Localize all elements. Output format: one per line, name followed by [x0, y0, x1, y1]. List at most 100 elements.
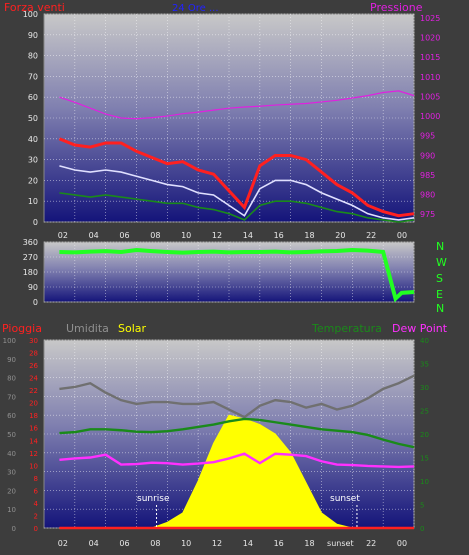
rain-y-tick-label: 14: [29, 437, 38, 445]
rain-y-tick-label: 26: [29, 362, 38, 370]
sunset-label: sunset: [330, 494, 360, 504]
wind-y-tick-label: 80: [28, 52, 38, 61]
humidity-y-tick-label: 100: [3, 337, 16, 345]
rain-y-tick-label: 8: [34, 475, 38, 483]
dewpoint-series: [59, 452, 415, 469]
wind-average-series: [59, 165, 415, 221]
pressure-y-tick-label: 1000: [420, 112, 440, 121]
wind-x-tick-label: 08: [150, 231, 160, 240]
wind-x-tick-label: 18: [304, 231, 314, 240]
pressure-y-tick-label: 1020: [420, 34, 440, 43]
humidity-y-tick-label: 70: [7, 393, 16, 401]
humidity-y-tick-label: 30: [7, 469, 16, 477]
rain-y-tick-label: 28: [29, 350, 38, 358]
direction-y-tick-label: 270: [23, 253, 38, 262]
wind-y-tick-label: 20: [28, 176, 38, 185]
wind-y-tick-label: 30: [28, 156, 38, 165]
temperature-y-tick-label: 10: [420, 478, 429, 486]
climate-x-tick-label: 06: [119, 539, 129, 548]
dewpoint-title: Dew Point: [392, 322, 448, 335]
humidity-y-tick-label: 90: [7, 356, 16, 364]
rain-y-tick-label: 18: [29, 412, 38, 420]
wind-x-tick-label: 14: [243, 231, 253, 240]
rain-y-tick-label: 16: [29, 425, 38, 433]
climate-x-tick-label: 12: [212, 539, 222, 548]
rain-y-tick-label: 12: [29, 450, 38, 458]
temperature-y-tick-label: 25: [420, 408, 429, 416]
pressure-y-tick-label: 1015: [420, 53, 440, 62]
wind-y-tick-label: 60: [28, 93, 38, 102]
direction-y-tick-label: 90: [28, 283, 38, 292]
chart-marks: [58, 90, 415, 530]
rain-y-tick-label: 10: [29, 462, 38, 470]
rain-y-tick-label: 20: [29, 400, 38, 408]
climate-x-tick-label: 14: [243, 539, 253, 548]
humidity-title: Umidita: [66, 322, 109, 335]
temperature-y-tick-label: 0: [420, 525, 424, 533]
rain-y-tick-label: 30: [29, 337, 38, 345]
humidity-y-tick-label: 60: [7, 412, 16, 420]
dir-label-w: W: [436, 256, 447, 269]
wind-x-tick-label: 00: [397, 231, 407, 240]
climate-x-tick-label: 04: [89, 539, 99, 548]
pressure-title: Pressione: [370, 1, 423, 14]
pressure-y-tick-label: 990: [420, 151, 435, 160]
wind-y-tick-label: 50: [28, 114, 38, 123]
humidity-y-tick-label: 20: [7, 487, 16, 495]
wind-x-tick-label: 22: [366, 231, 376, 240]
pressure-series: [59, 90, 415, 120]
climate-x-tick-label: 18: [304, 539, 314, 548]
dir-label-n-top: N: [436, 240, 444, 253]
climate-x-tick-label: 10: [181, 539, 191, 548]
climate-x-tick-label: 02: [58, 539, 68, 548]
wind-title: Forza venti: [4, 1, 65, 14]
pressure-y-tick-label: 1005: [420, 92, 440, 101]
temperature-y-tick-label: 40: [420, 337, 429, 345]
wind-x-tick-label: 12: [212, 231, 222, 240]
solar-title: Solar: [118, 322, 147, 335]
pressure-y-tick-label: 1010: [420, 73, 440, 82]
wind-y-tick-label: 90: [28, 31, 38, 40]
wind-y-tick-label: 100: [23, 10, 38, 19]
direction-y-tick-label: 180: [23, 268, 38, 277]
humidity-y-tick-label: 50: [7, 431, 16, 439]
wind-x-tick-label: 06: [119, 231, 129, 240]
wind-gust-series: [58, 137, 415, 218]
wind-y-tick-label: 70: [28, 72, 38, 81]
wind-y-tick-label: 0: [33, 218, 38, 227]
rain-y-tick-label: 2: [34, 512, 38, 520]
temperature-y-tick-label: 15: [420, 455, 429, 463]
rain-y-tick-label: 24: [29, 375, 38, 383]
rain-y-tick-label: 6: [34, 487, 39, 495]
climate-x-tick-label: sunset: [327, 539, 354, 548]
pressure-y-tick-label: 980: [420, 191, 435, 200]
humidity-y-tick-label: 40: [7, 450, 16, 458]
humidity-y-tick-label: 80: [7, 375, 16, 383]
chart-subtitle: 24 Ore ...: [172, 3, 219, 14]
rain-y-tick-label: 0: [34, 525, 38, 533]
direction-y-tick-label: 360: [23, 238, 38, 247]
wind-plot-area: [43, 13, 415, 223]
wind-y-tick-label: 40: [28, 135, 38, 144]
tick-labels: 0102030405060708090100975980985990995100…: [3, 10, 441, 548]
direction-series: [59, 247, 415, 303]
rain-y-tick-label: 4: [34, 500, 39, 508]
wind-y-tick-label: 10: [28, 197, 38, 206]
wind-x-tick-label: 16: [274, 231, 284, 240]
wind-x-tick-label: 04: [89, 231, 99, 240]
climate-x-tick-label: 00: [397, 539, 407, 548]
pressure-y-tick-label: 995: [420, 132, 435, 141]
climate-x-tick-label: 22: [366, 539, 376, 548]
temperature-y-tick-label: 35: [420, 361, 429, 369]
direction-y-tick-label: 0: [33, 298, 38, 307]
climate-x-tick-label: 16: [274, 539, 284, 548]
humidity-series: [59, 374, 415, 419]
pressure-y-tick-label: 1025: [420, 14, 440, 23]
pressure-y-tick-label: 985: [420, 171, 435, 180]
temperature-y-tick-label: 30: [420, 384, 429, 392]
temperature-y-tick-label: 5: [420, 502, 424, 510]
dir-label-n-bottom: N: [436, 302, 444, 315]
humidity-y-tick-label: 10: [7, 506, 16, 514]
rain-title: Pioggia: [2, 322, 42, 335]
